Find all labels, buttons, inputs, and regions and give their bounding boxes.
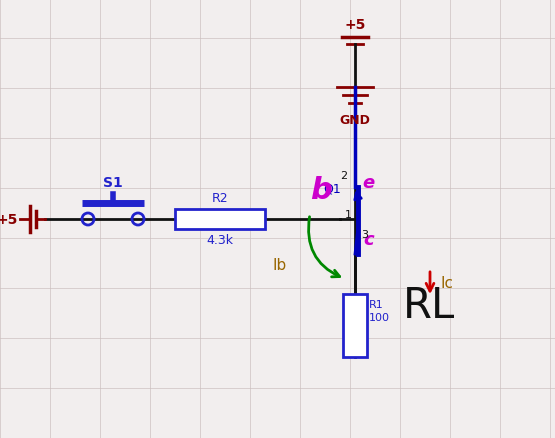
Text: R1: R1	[369, 299, 384, 309]
Text: e: e	[362, 173, 374, 191]
Text: 2: 2	[340, 171, 347, 180]
Text: 3: 3	[361, 230, 368, 240]
Text: Q1: Q1	[323, 182, 341, 194]
Bar	[343, 294, 367, 357]
Text: 1: 1	[345, 209, 352, 219]
Text: GND: GND	[340, 114, 370, 127]
Text: RL: RL	[403, 284, 455, 326]
Text: 4.3k: 4.3k	[206, 233, 234, 247]
Text: +5: +5	[0, 212, 18, 226]
Text: S1: S1	[103, 176, 123, 190]
Text: +5: +5	[344, 18, 366, 32]
Text: Ic: Ic	[440, 276, 453, 291]
Text: R2: R2	[211, 191, 228, 205]
Text: 100: 100	[369, 312, 390, 322]
Text: Ib: Ib	[272, 257, 286, 272]
Text: b: b	[310, 176, 332, 205]
Bar	[175, 209, 265, 230]
Text: c: c	[363, 230, 374, 248]
